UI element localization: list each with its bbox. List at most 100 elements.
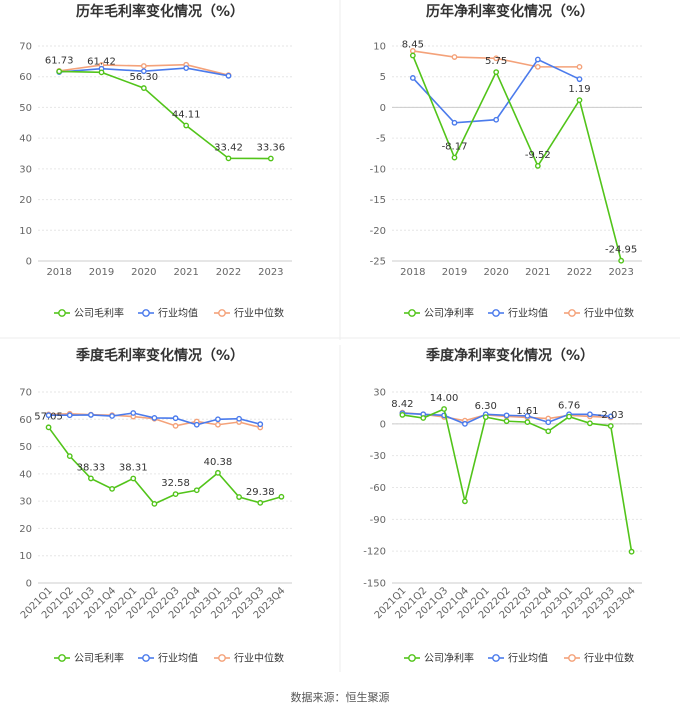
legend-label: 公司净利率	[424, 652, 474, 665]
y-tick-label: 10	[19, 551, 32, 562]
legend-label: 公司毛利率	[74, 307, 124, 320]
data-point-industry-avg	[524, 412, 531, 419]
data-point-industry-avg	[215, 416, 221, 423]
chart-title: 历年毛利率变化情况（%）	[76, 3, 244, 20]
data-label: 33.42	[214, 142, 243, 153]
data-label: 56.30	[130, 72, 159, 83]
data-point-company	[56, 68, 63, 75]
data-point-industry-avg	[451, 119, 458, 126]
y-tick-label: 40	[19, 134, 32, 145]
legend-label: 行业均值	[158, 307, 198, 320]
data-point-industry-median	[451, 54, 458, 60]
legend-label: 行业中位数	[234, 652, 284, 665]
legend-item-industry-avg[interactable]: 行业均值	[138, 307, 198, 320]
legend-item-company[interactable]: 公司净利率	[404, 652, 474, 665]
chart-panel-1: 历年毛利率变化情况（%） 0 10 20 30 40 50 60 70 2018 2019 2020 2…	[19, 3, 292, 320]
legend-item-industry-median[interactable]: 行业中位数	[214, 307, 284, 320]
legend-marker	[58, 654, 66, 662]
legend-item-company[interactable]: 公司毛利率	[54, 652, 124, 665]
data-point-industry-avg	[534, 56, 541, 63]
data-point-industry-median	[215, 421, 221, 428]
data-point-company	[66, 453, 73, 460]
data-point-company	[193, 487, 200, 494]
legend-item-company[interactable]: 公司净利率	[404, 307, 474, 320]
y-tick-label: 20	[19, 524, 32, 535]
legend-label: 行业均值	[508, 652, 548, 665]
legend-item-industry-avg[interactable]: 行业均值	[488, 652, 548, 665]
data-point-company	[576, 97, 583, 104]
legend-marker	[492, 654, 500, 662]
legend-marker	[142, 309, 150, 317]
data-point-company	[524, 419, 531, 426]
y-tick-label: -5	[376, 134, 386, 145]
data-label: 1.61	[516, 406, 538, 417]
legend-marker	[568, 654, 576, 662]
data-point-company	[267, 155, 274, 162]
y-tick-label: -30	[370, 451, 386, 462]
y-tick-label: 50	[19, 103, 32, 114]
data-point-company	[587, 420, 593, 427]
y-tick-label: -20	[370, 226, 386, 237]
legend-item-industry-median[interactable]: 行业中位数	[214, 652, 284, 665]
data-point-company	[441, 406, 447, 412]
chart-panel-4: 季度净利率变化情况（%）-150-120-90-60-300302021Q120…	[363, 347, 642, 665]
chart-panel-2: 历年净利率变化情况（%） -25 -20 -15 -10 -5 0 5 10 2018 2019 20…	[370, 3, 642, 320]
data-point-industry-avg	[587, 411, 593, 418]
y-tick-label: 30	[19, 497, 32, 508]
data-point-industry-avg	[172, 415, 179, 422]
data-label: 6.30	[475, 401, 497, 412]
data-point-industry-avg	[45, 412, 52, 419]
legend-item-company[interactable]: 公司毛利率	[54, 307, 124, 320]
data-point-industry-avg	[88, 412, 94, 418]
y-tick-label: -25	[370, 257, 386, 268]
data-point-company	[607, 423, 614, 429]
y-tick-label: 5	[380, 72, 386, 83]
data-point-industry-median	[172, 422, 179, 429]
legend-marker	[218, 654, 226, 662]
x-tick-label: 2019	[89, 267, 114, 278]
legend-item-industry-median[interactable]: 行业中位数	[564, 307, 634, 320]
data-point-company	[130, 475, 137, 482]
y-tick-label: 30	[19, 164, 32, 175]
legend-label: 行业均值	[508, 307, 548, 320]
legend-item-industry-avg[interactable]: 行业均值	[488, 307, 548, 320]
data-point-company	[451, 154, 458, 161]
data-point-company	[409, 52, 416, 59]
y-tick-label: -120	[363, 547, 386, 558]
series-line-company	[59, 70, 271, 160]
legend-item-industry-median[interactable]: 行业中位数	[564, 652, 634, 665]
x-tick-label: 2018	[400, 267, 425, 278]
data-point-industry-avg	[503, 412, 510, 419]
legend-item-industry-avg[interactable]: 行业均值	[138, 652, 198, 665]
y-tick-label: -60	[370, 483, 386, 494]
series-line-industry-avg	[412, 58, 580, 124]
data-point-company	[225, 155, 232, 162]
y-tick-label: 70	[19, 42, 32, 53]
legend-marker	[492, 309, 500, 317]
data-point-company	[45, 424, 52, 431]
data-point-industry-avg	[409, 75, 416, 81]
data-point-company	[215, 469, 221, 476]
data-point-company	[534, 163, 541, 169]
chart-title: 季度净利率变化情况（%）	[425, 347, 594, 364]
data-label: 8.42	[391, 399, 413, 410]
legend-marker	[568, 309, 576, 317]
data-label: 14.00	[430, 393, 459, 404]
data-point-industry-median	[576, 63, 583, 70]
data-point-company	[278, 493, 285, 500]
data-point-industry-avg	[151, 415, 158, 421]
x-tick-label: 2022	[216, 267, 241, 278]
legend-label: 公司毛利率	[74, 652, 124, 665]
data-point-industry-avg	[493, 116, 500, 123]
x-tick-label: 2022	[567, 267, 592, 278]
legend-marker	[408, 654, 416, 662]
y-tick-label: 0	[26, 579, 32, 590]
legend-label: 行业中位数	[584, 652, 634, 665]
legend-label: 行业中位数	[584, 307, 634, 320]
y-tick-label: 70	[19, 388, 32, 399]
data-label: 40.38	[204, 457, 233, 468]
x-tick-label: 2023	[258, 267, 283, 278]
data-label: 5.75	[485, 56, 507, 67]
data-point-company	[482, 414, 489, 421]
